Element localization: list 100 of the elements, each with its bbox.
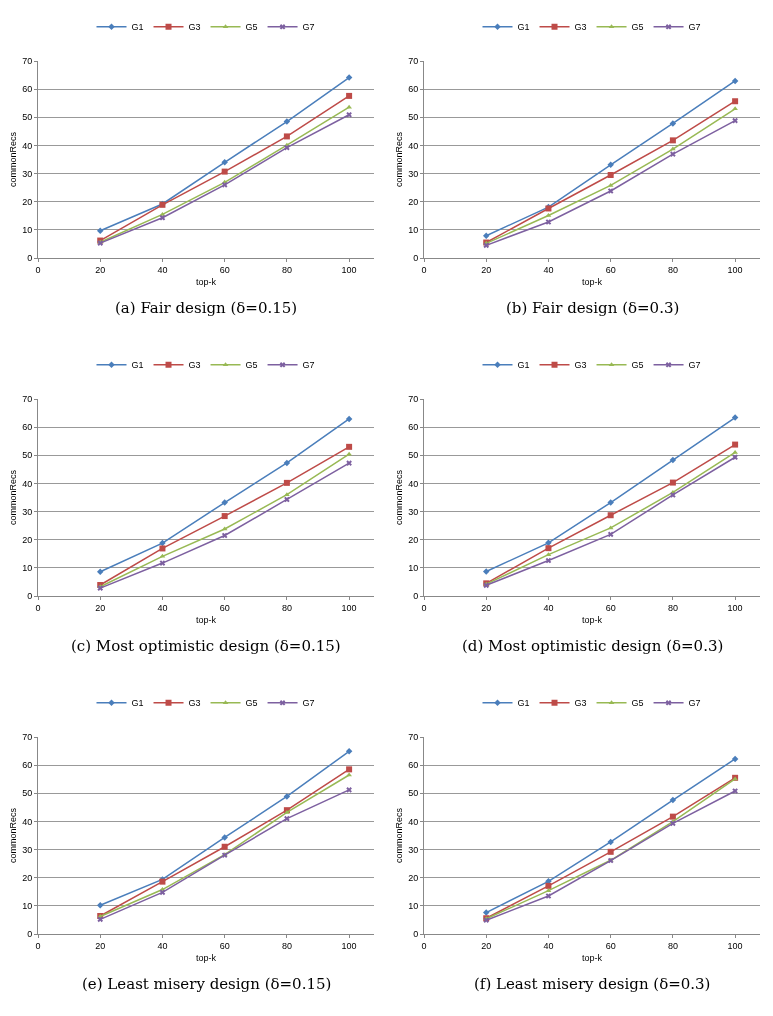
y-tick-label: 70	[22, 394, 33, 405]
x-tick-label: 60	[219, 602, 230, 613]
x-tick-label: 0	[35, 264, 41, 275]
x-tick-label: 80	[281, 602, 292, 613]
y-tick-label: 50	[22, 450, 33, 461]
text: (b) Fair design (δ=0.3)	[506, 299, 680, 317]
y-tick-label: 60	[22, 422, 33, 433]
x-tick-label: 40	[543, 602, 554, 613]
legend-label: G1	[517, 22, 530, 33]
x-tick-label: 40	[157, 940, 168, 951]
x-tick-label: 80	[667, 264, 678, 275]
y-tick-label: 40	[22, 816, 33, 827]
y-tick-label: 70	[22, 732, 33, 743]
y-tick-label: 30	[408, 168, 419, 179]
legend-label: G5	[245, 698, 258, 709]
x-tick-label: 80	[281, 940, 292, 951]
y-tick-label: 70	[408, 56, 419, 67]
y-tick-label: 50	[408, 450, 419, 461]
y-tick-label: 20	[408, 196, 419, 207]
x-tick-label: 80	[667, 940, 678, 951]
y-tick-label: 60	[408, 84, 419, 95]
y-tick-label: 20	[408, 534, 419, 545]
y-tick-label: 70	[408, 732, 419, 743]
x-tick-label: 100	[727, 602, 743, 613]
legend-label: G5	[631, 360, 644, 371]
y-tick-label: 10	[408, 225, 419, 236]
legend-label: G3	[188, 360, 201, 371]
x-tick-label: 100	[341, 264, 357, 275]
legend-label: G7	[302, 22, 315, 33]
x-tick-label: 60	[605, 264, 616, 275]
legend-label: G3	[574, 360, 587, 371]
x-tick-label: 20	[481, 264, 492, 275]
y-tick-label: 30	[408, 844, 419, 855]
y-tick-label: 10	[22, 901, 33, 912]
x-tick-label: 40	[543, 940, 554, 951]
legend-label: G5	[245, 22, 258, 33]
y-tick-label: 10	[408, 563, 419, 574]
y-axis-title: commonRecs	[7, 131, 18, 188]
y-tick-label: 60	[22, 84, 33, 95]
x-tick-label: 100	[727, 940, 743, 951]
y-axis-title: commonRecs	[393, 807, 404, 864]
y-tick-label: 0	[413, 929, 419, 940]
y-tick-label: 50	[408, 112, 419, 123]
legend-label: G1	[517, 360, 530, 371]
y-tick-label: 0	[413, 591, 419, 602]
x-tick-label: 20	[95, 264, 106, 275]
x-tick-label: 60	[605, 602, 616, 613]
y-axis-title: commonRecs	[393, 131, 404, 188]
text: (e) Least misery design (δ=0.15)	[82, 975, 332, 993]
legend-label: G5	[631, 22, 644, 33]
legend-label: G7	[302, 360, 315, 371]
y-tick-label: 40	[408, 140, 419, 151]
legend-label: G7	[688, 22, 701, 33]
legend-label: G1	[131, 360, 144, 371]
y-tick-label: 50	[408, 788, 419, 799]
y-tick-label: 40	[408, 478, 419, 489]
y-tick-label: 20	[408, 872, 419, 883]
x-tick-label: 100	[341, 940, 357, 951]
x-tick-label: 60	[219, 940, 230, 951]
x-axis-title: top-k	[581, 276, 603, 287]
legend-label: G1	[517, 698, 530, 709]
x-axis-title: top-k	[195, 614, 217, 625]
y-tick-label: 60	[408, 422, 419, 433]
y-tick-label: 0	[27, 591, 33, 602]
x-tick-label: 40	[543, 264, 554, 275]
y-tick-label: 40	[22, 140, 33, 151]
y-tick-label: 0	[27, 929, 33, 940]
legend-label: G5	[245, 360, 258, 371]
x-tick-label: 20	[95, 940, 106, 951]
y-tick-label: 70	[22, 56, 33, 67]
legend-label: G7	[302, 698, 315, 709]
x-tick-label: 0	[421, 264, 427, 275]
y-tick-label: 60	[22, 760, 33, 771]
y-tick-label: 40	[408, 816, 419, 827]
x-tick-label: 0	[421, 940, 427, 951]
x-tick-label: 0	[35, 602, 41, 613]
y-tick-label: 10	[408, 901, 419, 912]
x-tick-label: 20	[481, 940, 492, 951]
y-tick-label: 60	[408, 760, 419, 771]
y-axis-title: commonRecs	[7, 807, 18, 864]
legend-label: G3	[188, 698, 201, 709]
x-tick-label: 100	[341, 602, 357, 613]
legend-label: G1	[131, 698, 144, 709]
legend-label: G7	[688, 698, 701, 709]
y-tick-label: 10	[22, 563, 33, 574]
x-axis-title: top-k	[195, 276, 217, 287]
text: (a) Fair design (δ=0.15)	[115, 299, 298, 317]
x-axis-title: top-k	[581, 952, 603, 963]
legend-label: G7	[688, 360, 701, 371]
x-tick-label: 60	[219, 264, 230, 275]
y-axis-title: commonRecs	[393, 469, 404, 526]
y-tick-label: 30	[22, 168, 33, 179]
y-tick-label: 50	[22, 112, 33, 123]
y-tick-label: 0	[413, 253, 419, 264]
x-tick-label: 80	[667, 602, 678, 613]
x-axis-title: top-k	[195, 952, 217, 963]
x-tick-label: 100	[727, 264, 743, 275]
y-tick-label: 20	[22, 872, 33, 883]
legend-label: G1	[131, 22, 144, 33]
legend-label: G5	[631, 698, 644, 709]
